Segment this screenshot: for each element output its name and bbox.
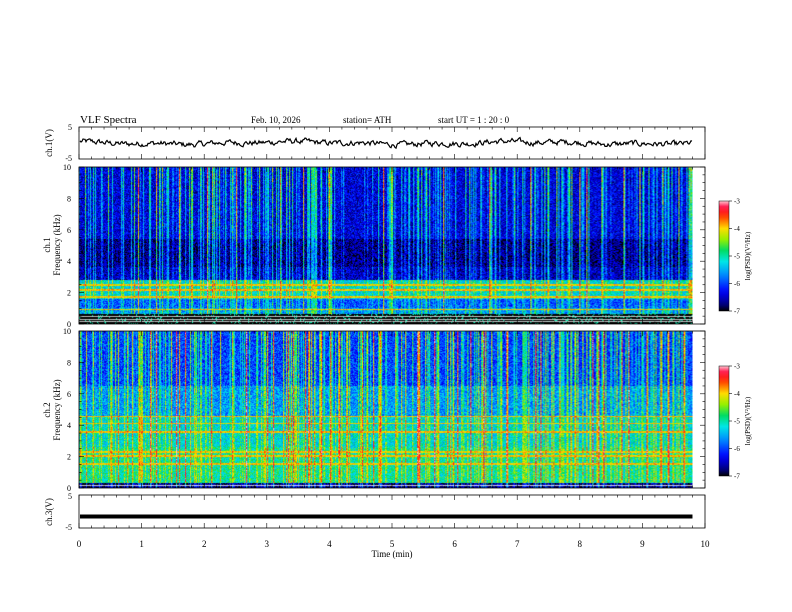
ch3-ytick-top: 5 xyxy=(68,492,72,501)
ch2-spectrogram-panel: 0 2 4 6 8 10 ch.2 Frequency (kHz) -3 -4 -5 -6 -7 … xyxy=(42,327,752,493)
time-tick-label-7: 7 xyxy=(515,539,520,549)
ch1-colorbar: -3 -4 -5 -6 -7 log(PSD)(V²/Hz) xyxy=(718,198,752,316)
ch1-colorbar-ticks: -3 -4 -5 -6 -7 xyxy=(729,198,740,316)
ch3-ylabel: ch.3(V) xyxy=(44,498,54,526)
time-tick-label-4: 4 xyxy=(327,539,332,549)
figure-title: VLF Spectra xyxy=(80,114,137,126)
freq-tick-label-8: 8 xyxy=(67,358,71,367)
ch2-spec-ylabel-frequency: Frequency (kHz) xyxy=(52,379,62,440)
colorbar-tick-label--5: -5 xyxy=(734,253,740,261)
time-tick-label-8: 8 xyxy=(578,539,583,549)
ch1-waveform-panel: 5 -5 ch.1(V) xyxy=(44,123,706,163)
ch2-colorbar: -3 -4 -5 -6 -7 log(PSD)(V²/Hz) xyxy=(718,363,752,481)
ch3-waveform-ticks xyxy=(78,495,706,528)
colorbar-tick-label--4: -4 xyxy=(734,225,740,233)
colorbar-tick-label--5: -5 xyxy=(734,418,740,426)
freq-tick-label-6: 6 xyxy=(67,390,71,399)
freq-tick-label-0: 0 xyxy=(67,320,71,329)
freq-tick-label-6: 6 xyxy=(67,226,71,235)
freq-tick-label-8: 8 xyxy=(67,194,71,203)
ch2-spectrogram-yticks: 0 2 4 6 8 10 xyxy=(63,327,705,493)
freq-tick-label-10: 10 xyxy=(63,163,71,172)
ch3-ytick-bottom: -5 xyxy=(65,523,72,532)
colorbar-tick-label--6: -6 xyxy=(734,445,740,453)
colorbar-tick-label--3: -3 xyxy=(734,363,740,371)
ch2-colorbar-ticks: -3 -4 -5 -6 -7 xyxy=(729,363,740,481)
ch2-colorbar-label: log(PSD)(V²/Hz) xyxy=(744,396,752,445)
ch1-colorbar-label: log(PSD)(V²/Hz) xyxy=(744,231,752,280)
time-tick-label-5: 5 xyxy=(390,539,395,549)
ch1-spec-ylabel-frequency: Frequency (kHz) xyxy=(52,214,62,275)
ch1-ylabel: ch.1(V) xyxy=(44,129,54,157)
ch1-spectrogram-panel: 0 2 4 6 8 10 ch.1 Frequency (kHz) -3 -4 -5 -6 -7 … xyxy=(42,163,752,329)
ch1-spec-ylabel-channel: ch.1 xyxy=(42,237,52,252)
station-label: station= ATH xyxy=(343,115,392,125)
ch2-spec-ylabel-channel: ch.2 xyxy=(42,402,52,417)
time-tick-label-6: 6 xyxy=(452,539,457,549)
ch2-colorbar-gradient xyxy=(718,365,730,477)
time-tick-label-1: 1 xyxy=(139,539,144,549)
ch2-spectrogram-xticks xyxy=(78,331,706,488)
freq-tick-label-10: 10 xyxy=(63,327,71,336)
freq-tick-label-4: 4 xyxy=(67,257,71,266)
time-axis-label: Time (min) xyxy=(372,549,413,559)
freq-tick-label-2: 2 xyxy=(67,289,71,298)
colorbar-tick-label--7: -7 xyxy=(734,473,740,481)
ch1-ytick-bottom: -5 xyxy=(65,154,72,163)
ch1-spectrogram-yticks: 0 2 4 6 8 10 xyxy=(63,163,705,329)
time-tick-label-10: 10 xyxy=(701,539,711,549)
freq-tick-label-0: 0 xyxy=(67,484,71,493)
time-axis-tick-labels: 0 1 2 3 4 5 6 7 8 9 10 xyxy=(77,539,710,549)
time-tick-label-2: 2 xyxy=(202,539,207,549)
time-tick-label-0: 0 xyxy=(77,539,82,549)
start-ut-label: start UT = 1 : 20 : 0 xyxy=(438,115,510,125)
freq-tick-label-4: 4 xyxy=(67,421,71,430)
time-tick-label-3: 3 xyxy=(265,539,270,549)
time-tick-label-9: 9 xyxy=(640,539,645,549)
colorbar-tick-label--7: -7 xyxy=(734,308,740,316)
ch2-spectrogram-image xyxy=(79,331,693,488)
colorbar-tick-label--3: -3 xyxy=(734,198,740,206)
freq-tick-label-2: 2 xyxy=(67,453,71,462)
ch3-waveform-panel: 5 -5 ch.3(V) xyxy=(44,492,706,532)
ch1-spectrogram-xticks xyxy=(78,167,706,324)
ch1-waveform-ticks xyxy=(78,127,706,159)
ch1-ytick-top: 5 xyxy=(68,123,72,132)
colorbar-tick-label--4: -4 xyxy=(734,390,740,398)
date-label: Feb. 10, 2026 xyxy=(251,115,301,125)
colorbar-tick-label--6: -6 xyxy=(734,280,740,288)
ch1-spectrogram-image xyxy=(79,167,693,324)
ch1-colorbar-gradient xyxy=(718,200,730,312)
ch1-waveform-line xyxy=(79,136,693,150)
